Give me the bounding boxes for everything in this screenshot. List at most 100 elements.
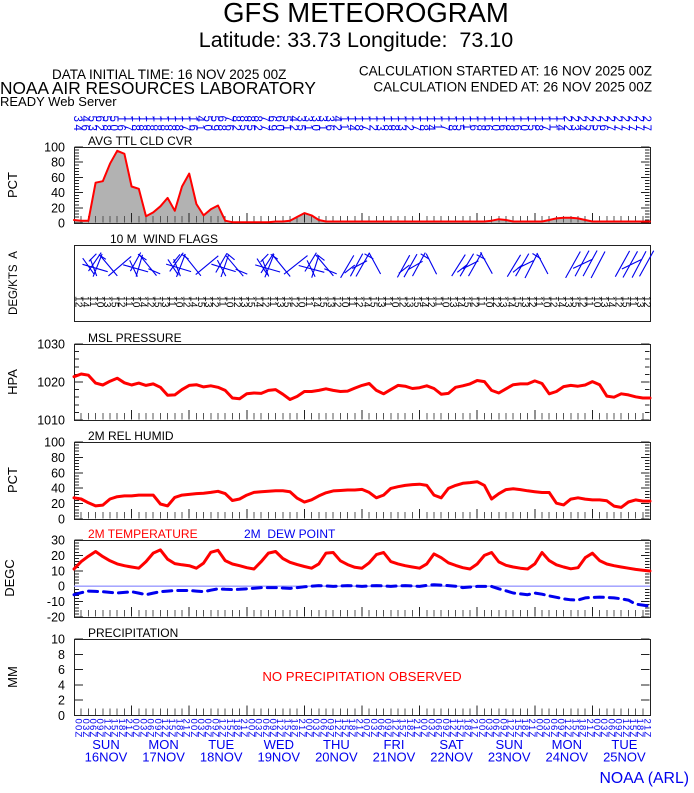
svg-text:18: 18 [158,116,170,134]
svg-text:14: 14 [418,296,429,308]
svg-text:12Z: 12Z [620,719,631,739]
svg-text:13: 13 [634,296,645,308]
svg-text:12Z: 12Z [159,719,170,739]
svg-text:18: 18 [503,116,515,134]
svg-text:21Z: 21Z [296,719,307,739]
svg-text:12: 12 [144,296,155,308]
svg-text:12: 12 [468,296,479,308]
svg-text:12: 12 [288,296,299,308]
svg-text:06Z: 06Z [605,719,616,739]
svg-text:TUE: TUE [611,737,637,752]
svg-text:14: 14 [555,296,566,308]
svg-text:2M REL HUMID: 2M REL HUMID [88,429,174,443]
svg-text:11: 11 [346,296,357,307]
svg-text:0: 0 [58,580,65,594]
svg-text:12: 12 [402,116,414,134]
svg-text:18: 18 [352,116,364,134]
svg-text:27: 27 [604,116,616,134]
svg-text:10: 10 [51,564,65,578]
svg-text:8: 8 [58,648,65,662]
svg-text:13: 13 [374,116,386,134]
svg-text:13: 13 [101,296,112,308]
svg-text:25: 25 [582,116,594,134]
svg-text:MM: MM [5,666,20,688]
svg-text:2M TEMPERATURE: 2M TEMPERATURE [88,527,198,541]
svg-text:CALCULATION STARTED AT: 16 NOV: CALCULATION STARTED AT: 16 NOV 2025 00Z [359,64,652,79]
svg-text:03Z: 03Z [541,719,552,739]
svg-text:60: 60 [273,116,285,134]
svg-text:10: 10 [540,296,551,308]
svg-text:10: 10 [339,296,350,308]
svg-text:50: 50 [201,116,213,134]
svg-text:00Z: 00Z [188,719,199,739]
svg-text:19NOV: 19NOV [257,750,300,765]
svg-text:15: 15 [461,296,472,308]
svg-text:77: 77 [258,116,270,134]
svg-text:12Z: 12Z [274,719,285,739]
svg-text:12: 12 [490,296,501,308]
svg-text:11: 11 [216,296,227,307]
svg-text:21Z: 21Z [238,719,249,739]
svg-text:FRI: FRI [384,737,405,752]
svg-text:18Z: 18Z [116,719,127,739]
svg-text:06Z: 06Z [490,719,501,739]
svg-text:10: 10 [130,296,141,308]
svg-text:15Z: 15Z [224,719,235,739]
svg-text:15: 15 [368,296,379,308]
svg-text:13: 13 [159,296,170,308]
svg-text:12: 12 [260,296,271,308]
svg-text:46: 46 [78,116,90,134]
svg-text:27: 27 [618,116,630,134]
svg-text:13: 13 [202,296,213,308]
svg-text:12Z: 12Z [447,719,458,739]
svg-text:12: 12 [641,296,652,308]
svg-text:60: 60 [51,466,65,480]
svg-text:11: 11 [87,296,98,307]
svg-text:16: 16 [186,116,198,134]
svg-text:06Z: 06Z [87,719,98,739]
svg-text:12Z: 12Z [505,719,516,739]
svg-text:03Z: 03Z [253,719,264,739]
svg-text:25: 25 [590,116,602,134]
svg-text:12Z: 12Z [332,719,343,739]
svg-text:58: 58 [100,116,112,134]
svg-text:11: 11 [267,296,278,307]
svg-text:PRECIPITATION: PRECIPITATION [88,626,178,640]
svg-text:15: 15 [525,116,537,134]
svg-text:15: 15 [317,296,328,308]
svg-text:17: 17 [122,116,134,134]
svg-text:09Z: 09Z [152,719,163,739]
svg-text:15: 15 [453,116,465,134]
svg-text:15Z: 15Z [109,719,120,739]
svg-text:18: 18 [417,116,429,134]
svg-text:03Z: 03Z [310,719,321,739]
svg-text:09Z: 09Z [613,719,624,739]
svg-text:14: 14 [504,296,515,308]
svg-text:21Z: 21Z [584,719,595,739]
svg-text:11: 11 [584,296,595,307]
svg-text:0: 0 [58,513,65,527]
svg-text:2: 2 [58,694,65,708]
svg-text:14: 14 [554,116,566,134]
svg-text:20: 20 [51,549,65,563]
svg-text:10: 10 [440,296,451,308]
svg-text:-20: -20 [47,611,65,625]
svg-text:15: 15 [152,296,163,308]
svg-text:15Z: 15Z [569,719,580,739]
svg-text:1030: 1030 [37,338,65,352]
svg-text:09Z: 09Z [94,719,105,739]
svg-text:09Z: 09Z [382,719,393,739]
svg-text:85: 85 [237,116,249,134]
svg-text:-10: -10 [47,595,65,609]
svg-text:00Z: 00Z [591,719,602,739]
svg-text:00Z: 00Z [418,719,429,739]
svg-text:20: 20 [51,201,65,215]
svg-text:00Z: 00Z [245,719,256,739]
svg-text:12: 12 [396,296,407,308]
svg-text:12: 12 [612,296,623,308]
svg-text:27: 27 [626,116,638,134]
svg-text:10: 10 [224,296,235,308]
svg-text:18: 18 [172,116,184,134]
svg-text:11: 11 [627,296,638,307]
svg-text:11: 11 [533,296,544,307]
